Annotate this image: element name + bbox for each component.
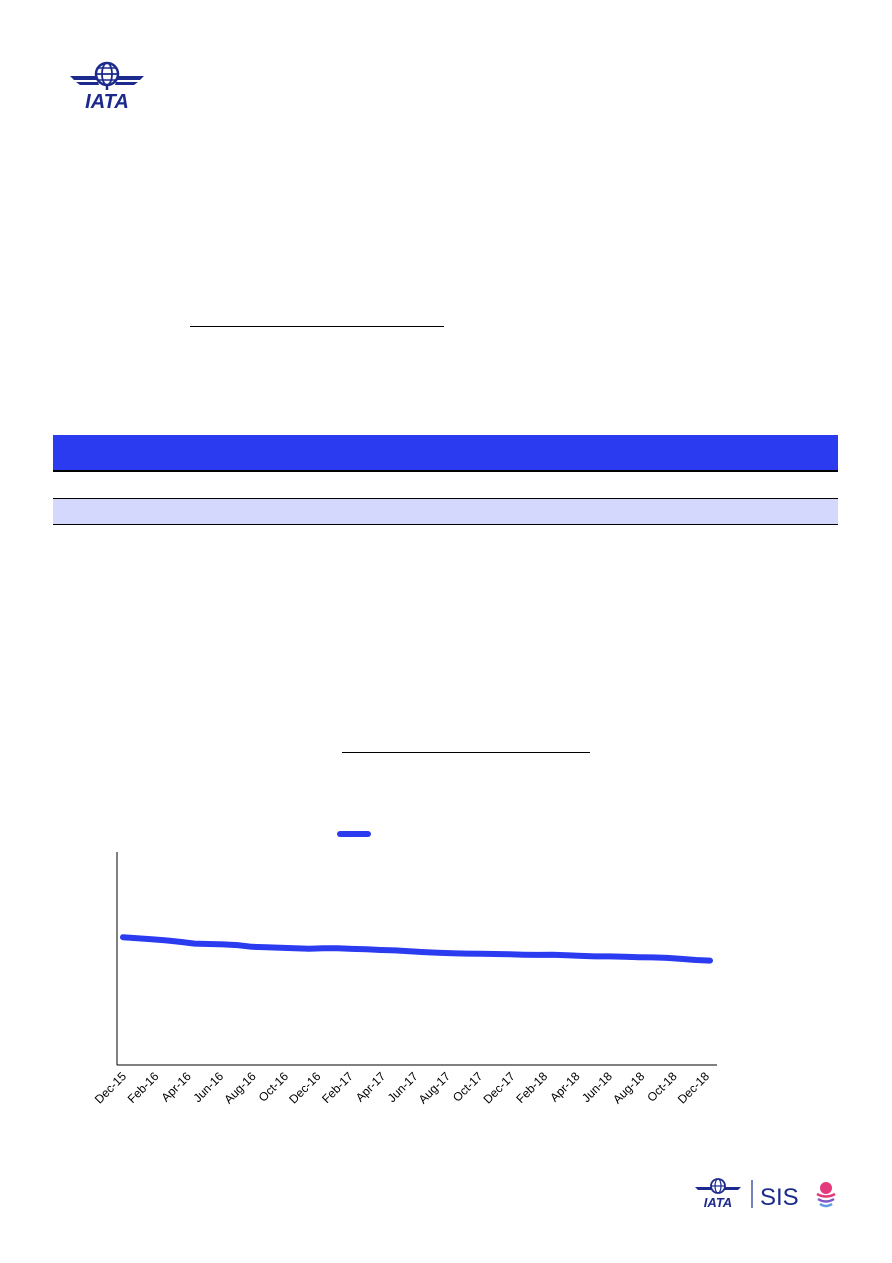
x-tick-label: Dec-16 <box>286 1069 323 1106</box>
x-tick-label: Dec-15 <box>92 1069 129 1106</box>
x-tick-label: Dec-18 <box>675 1069 712 1106</box>
chart-title-underline <box>342 752 590 753</box>
x-tick-label: Apr-16 <box>159 1069 195 1105</box>
series-line <box>120 934 713 964</box>
x-tick-label: Jun-16 <box>190 1069 226 1105</box>
line-chart: Dec-15Feb-16Apr-16Jun-16Aug-16Oct-16Dec-… <box>92 852 717 1106</box>
x-tick-label: Apr-18 <box>547 1069 583 1105</box>
x-tick-label: Aug-17 <box>416 1069 453 1106</box>
x-tick-label: Oct-17 <box>450 1069 486 1105</box>
x-tick-label: Aug-18 <box>610 1069 647 1106</box>
x-tick-label: Dec-17 <box>481 1069 518 1106</box>
section-underline <box>190 326 444 327</box>
x-tick-label: Apr-17 <box>353 1069 389 1105</box>
iata-logo: IATA <box>66 60 148 114</box>
x-tick-label: Jun-18 <box>579 1069 615 1105</box>
x-tick-label: Aug-16 <box>221 1069 258 1106</box>
sis-text: SIS <box>760 1184 799 1211</box>
x-tick-label: Feb-17 <box>319 1069 356 1106</box>
x-tick-label: Feb-16 <box>125 1069 162 1106</box>
x-tick-label: Oct-18 <box>644 1069 680 1105</box>
iata-logo-text: IATA <box>85 91 129 113</box>
iata-small-logo-icon: IATA <box>695 1178 741 1210</box>
table-header-row <box>53 435 838 472</box>
table-row <box>53 498 838 525</box>
legend-swatch <box>337 831 371 837</box>
x-tick-label: Jun-17 <box>385 1069 421 1105</box>
iata-globe-icon: IATA <box>70 61 144 113</box>
footer-iata-text: IATA <box>704 1195 732 1210</box>
x-tick-label: Oct-16 <box>256 1069 292 1105</box>
x-tick-label: Feb-18 <box>513 1069 550 1106</box>
footer-logo: IATA SIS <box>693 1177 843 1211</box>
data-table <box>53 435 838 525</box>
sis-emblem-icon <box>816 1182 836 1208</box>
